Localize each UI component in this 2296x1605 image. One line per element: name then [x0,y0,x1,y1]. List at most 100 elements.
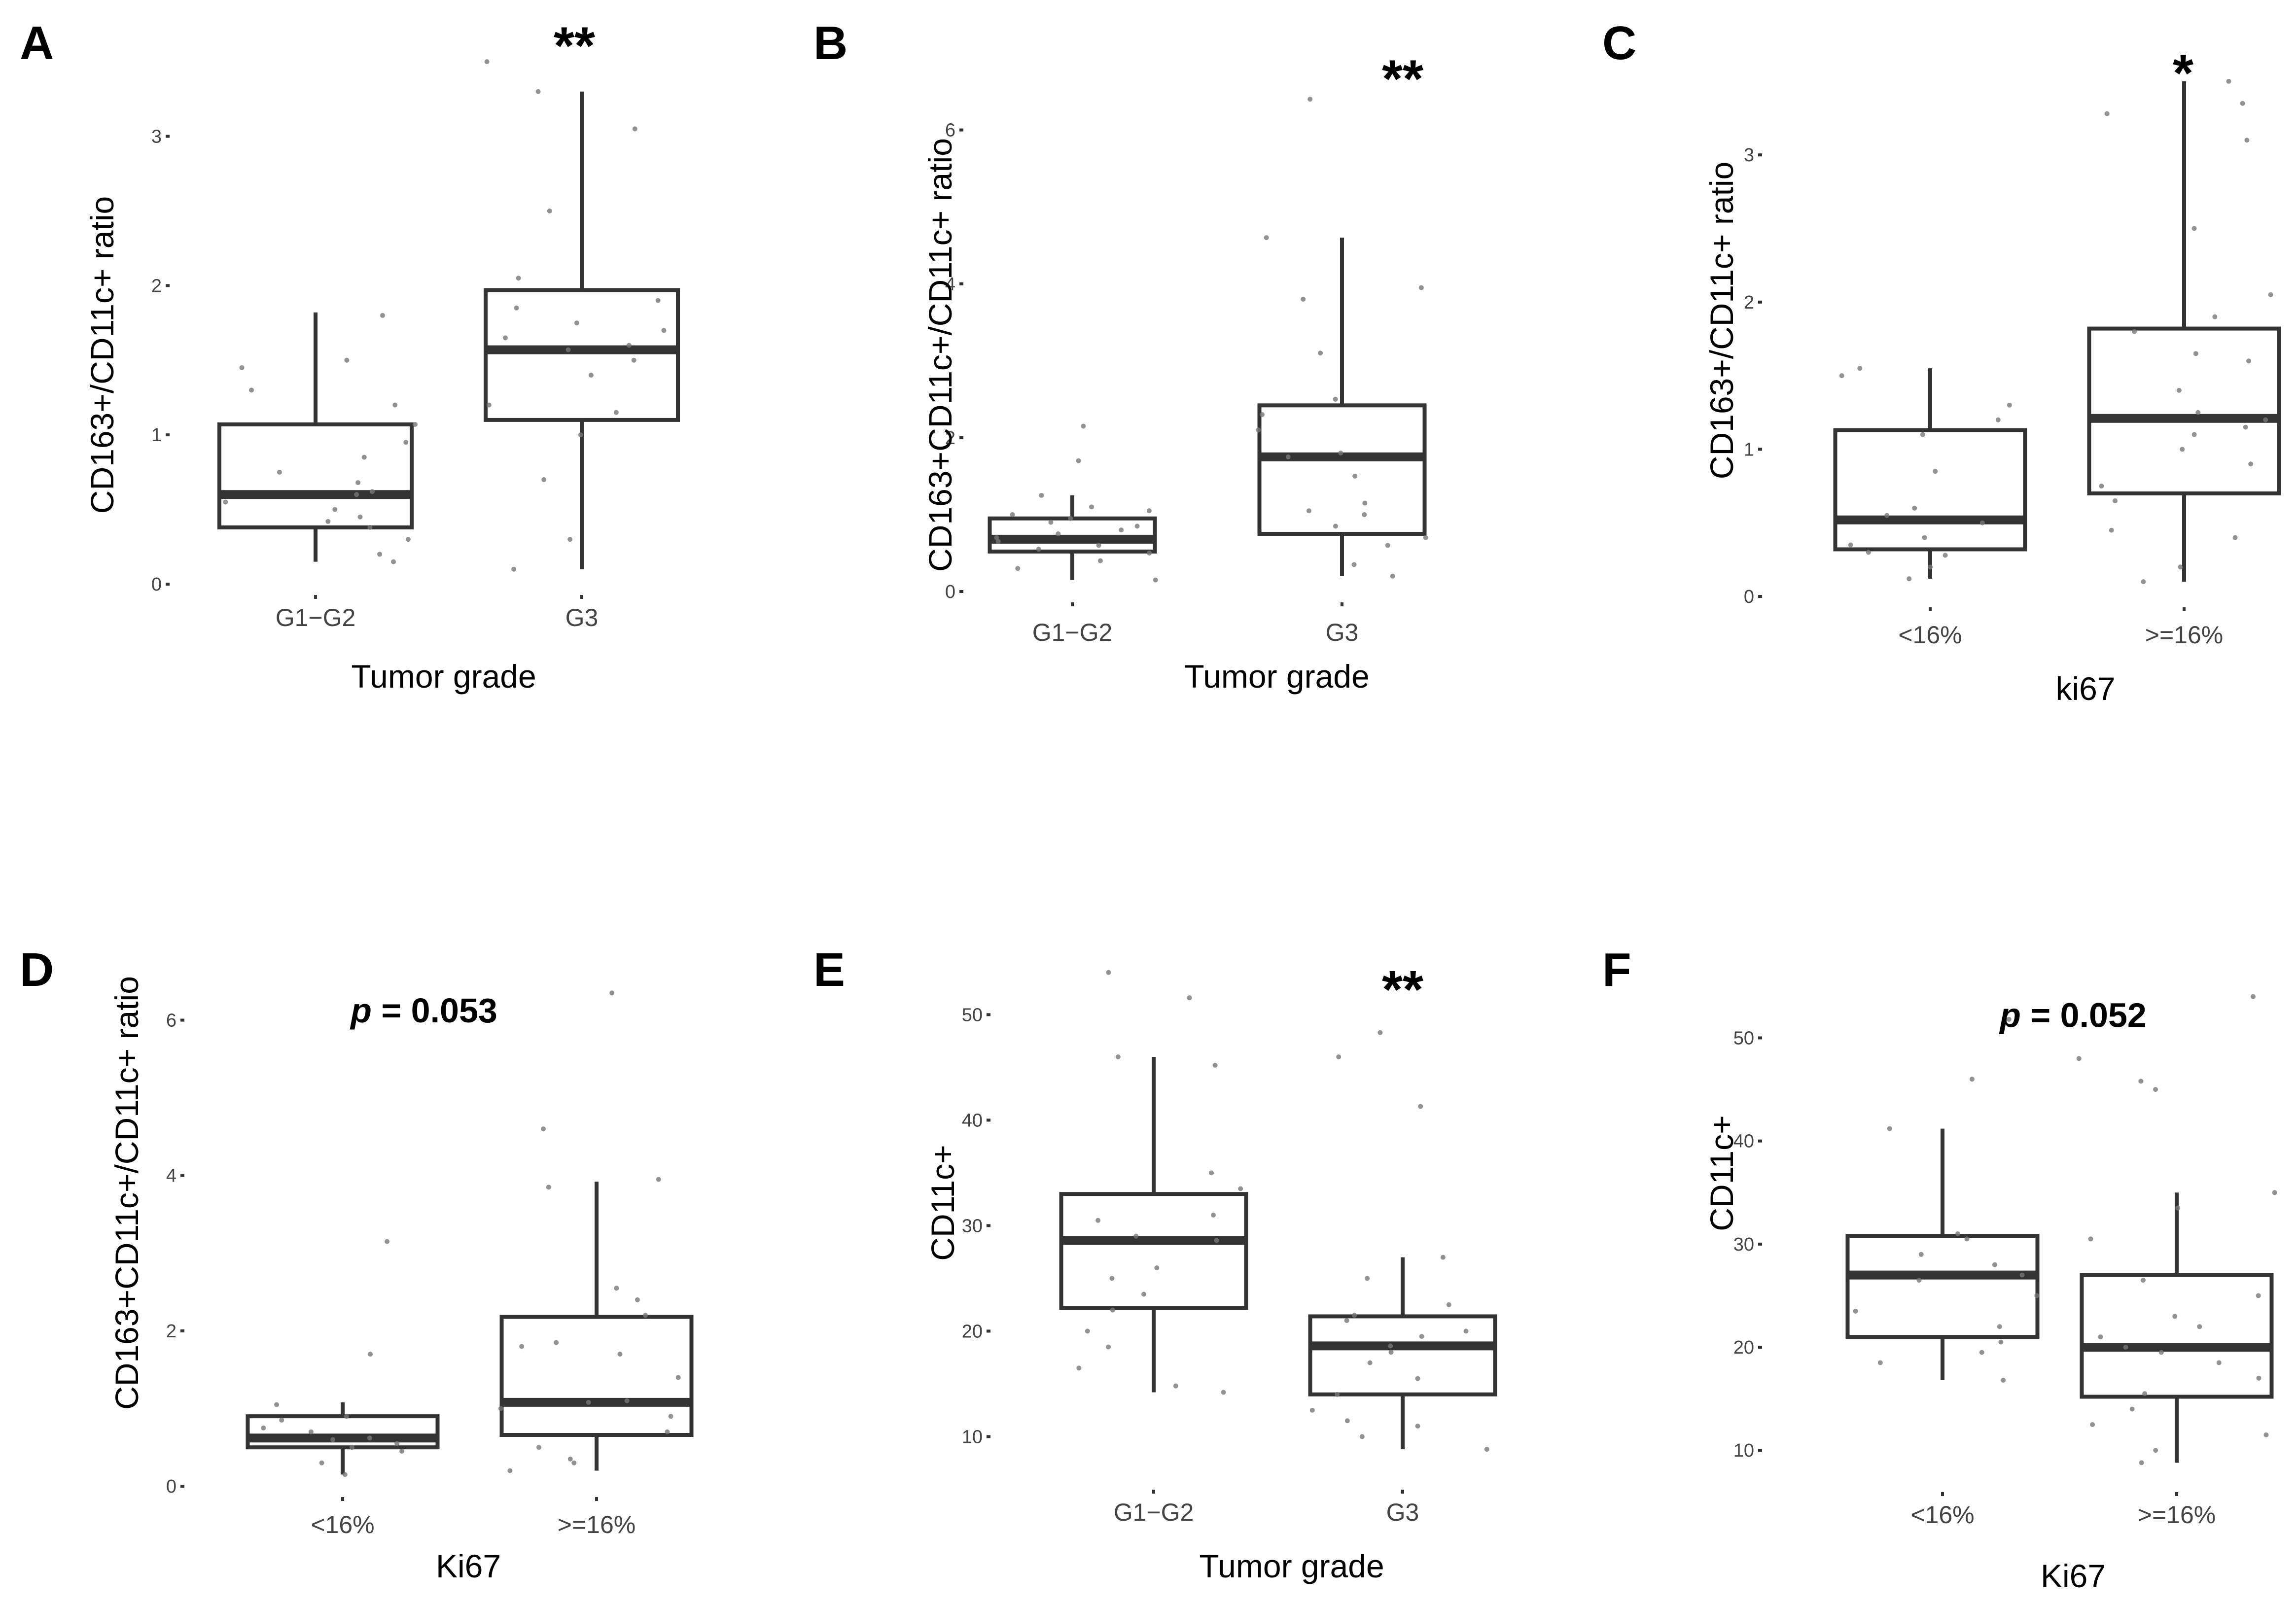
box-2: G3 [1308,1030,1497,1526]
data-point [1446,1302,1451,1307]
panel-label: B [813,17,848,70]
y-tick-label: 40 [1733,1131,1754,1152]
data-point [1423,535,1428,540]
y-tick-label: 30 [1733,1234,1754,1255]
data-point [325,519,331,524]
data-point [2109,527,2114,533]
data-point [2176,387,2182,393]
data-point [1211,1213,1216,1218]
x-tick-label: <16% [1898,621,1962,649]
y-tick-label: 2 [166,1321,177,1342]
data-point [541,1126,546,1132]
data-point [541,477,547,483]
y-tick-label: 3 [1744,145,1754,166]
box-2: G3 [484,59,680,631]
y-tick-label: 20 [962,1321,983,1342]
data-point [319,1460,324,1465]
data-point [1056,531,1061,536]
data-point [546,1185,551,1190]
data-point [1109,1276,1115,1281]
data-point [1333,523,1338,529]
y-tick-label: 2 [1744,292,1754,313]
data-point [2076,1056,2082,1061]
data-point [308,1429,314,1434]
data-point [2193,351,2198,356]
data-point [2248,461,2254,467]
x-tick-label: G3 [565,604,599,631]
box-2: G3 [1256,97,1428,646]
data-point [613,410,619,415]
data-point [1209,1170,1214,1176]
data-point [1096,543,1101,548]
data-point [567,1456,573,1462]
data-point [2153,1087,2158,1092]
data-point [2191,226,2197,231]
x-axis-title: Ki67 [436,1548,501,1584]
data-point [668,1414,673,1419]
data-point [1134,523,1140,529]
data-point [1285,454,1291,459]
p-symbol: p [1999,996,2021,1035]
data-point [1048,520,1054,525]
p-symbol: p [350,991,372,1030]
data-point [2019,1272,2025,1278]
data-point [1884,513,1890,518]
data-point [1318,350,1323,356]
data-point [516,276,521,281]
data-point [1076,458,1081,463]
box-1: <16% [246,1239,440,1538]
data-point [1010,512,1015,517]
box-1: <16% [1845,1016,2040,1529]
y-tick-label: 1 [151,425,162,446]
box-1: G1−G2 [217,312,418,631]
data-point [1415,1424,1420,1429]
data-point [554,1340,559,1345]
data-point [635,1297,640,1302]
data-point [1352,1313,1357,1318]
data-point [1992,1262,1997,1267]
y-axis-title: CD163+CD11c+/CD11c+ ratio [108,976,145,1410]
data-point [1916,1278,1922,1283]
data-point [1133,1233,1139,1239]
data-point [277,469,282,475]
data-point [484,59,490,65]
data-point [1146,508,1152,514]
data-point [1015,566,1021,571]
x-axis-title: Tumor grade [1184,658,1369,695]
data-point [1039,492,1044,498]
data-point [1385,543,1390,548]
data-point [1979,1350,1984,1355]
p-value: = 0.053 [372,991,497,1030]
data-point [2197,1324,2202,1329]
data-point [274,1402,280,1407]
data-point [1877,1360,1883,1365]
y-tick-label: 50 [1733,1028,1754,1049]
data-point [1333,396,1338,402]
iqr-box [2087,326,2281,495]
significance-stars: * [2173,43,2193,103]
data-point [1301,296,1306,302]
data-point [567,537,573,542]
data-point [2195,410,2201,415]
data-point [1484,1447,1489,1452]
data-point [1081,423,1086,429]
y-tick-label: 30 [962,1216,983,1236]
data-point [578,432,583,438]
data-point [1212,1063,1218,1068]
data-point [2104,111,2110,116]
y-tick-label: 6 [945,120,955,141]
x-tick-label: G1−G2 [276,604,356,631]
data-point [361,454,367,460]
data-point [2175,1205,2181,1211]
y-tick-label: 2 [945,428,955,449]
data-point [1848,542,1853,548]
data-point [279,1418,284,1423]
y-tick-label: 10 [1733,1440,1754,1461]
panel-label: D [20,943,54,996]
y-tick-label: 50 [962,1005,983,1025]
data-point [2263,417,2268,422]
x-tick-label: G3 [1326,619,1359,646]
significance-p-value: p = 0.053 [350,991,497,1030]
data-point [394,1441,400,1446]
